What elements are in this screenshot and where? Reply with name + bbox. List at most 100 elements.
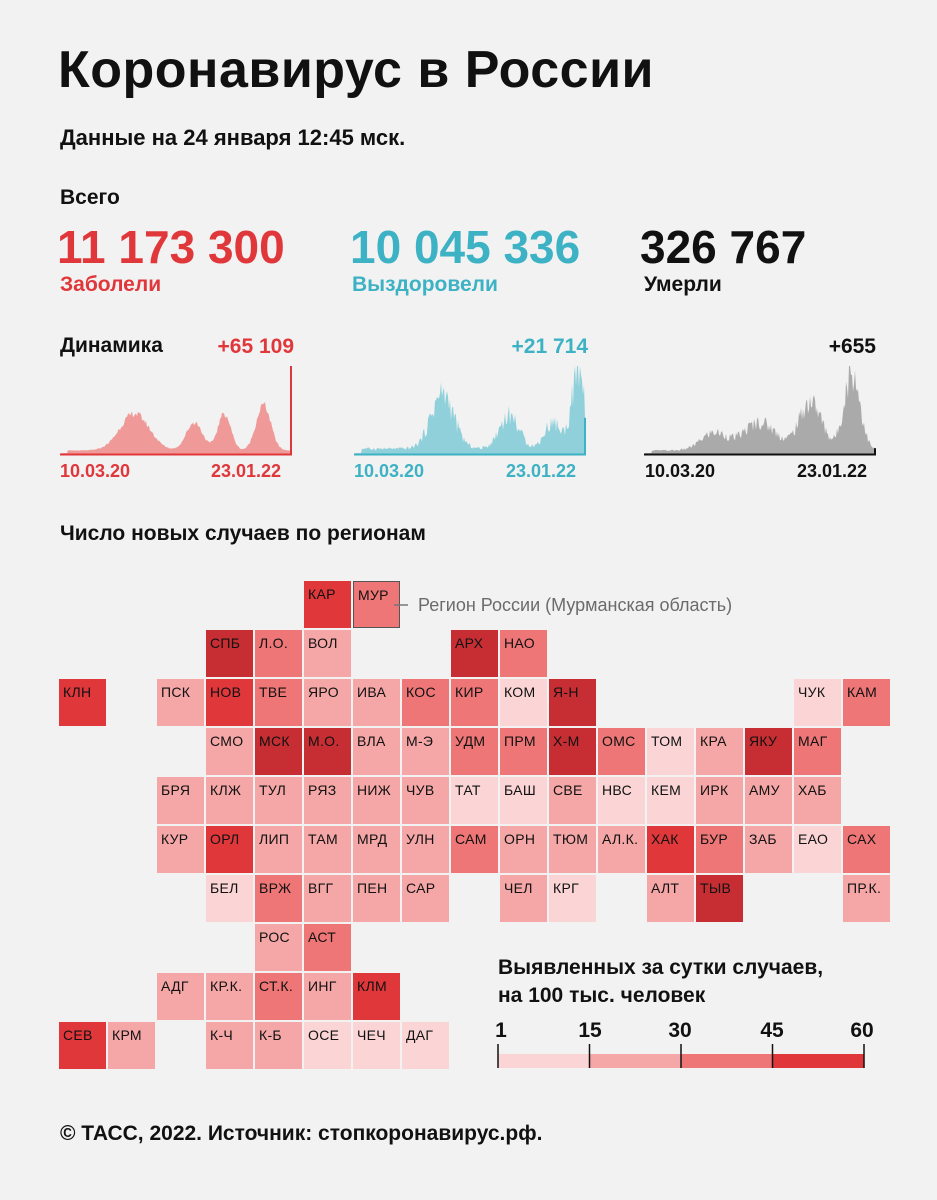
region-tile-ИРК: ИРК [696,777,743,824]
region-tile-БЕЛ: БЕЛ [206,875,253,922]
region-code-label: КРГ [553,880,579,896]
region-tile-ОРН: ОРН [500,826,547,873]
region-code-label: НОВ [210,684,242,700]
region-code-label: САР [406,880,436,896]
region-code-label: КРА [700,733,727,749]
region-code-label: ПРМ [504,733,536,749]
region-tile-АРХ: АРХ [451,630,498,677]
region-code-label: КАР [308,586,336,602]
region-code-label: КЛЖ [210,782,242,798]
region-tile-КРГ: КРГ [549,875,596,922]
region-code-label: Л.О. [259,635,289,651]
region-tile-ОМС: ОМС [598,728,645,775]
region-code-label: КЕМ [651,782,682,798]
region-tile-КЛЖ: КЛЖ [206,777,253,824]
region-code-label: СВЕ [553,782,583,798]
page-title: Коронавирус в России [58,41,655,99]
region-code-label: РЯЗ [308,782,337,798]
region-code-label: Я-Н [553,684,579,700]
region-tile-ИВА: ИВА [353,679,400,726]
region-tile-СПБ: СПБ [206,630,253,677]
deaths-label: Умерли [644,273,722,296]
deaths-total: 326 767 [640,221,807,273]
region-code-label: ЯРО [308,684,339,700]
region-tile-К-Б: К-Б [255,1022,302,1069]
region-tile-СТ.К.: СТ.К. [255,973,302,1020]
region-code-label: ПР.К. [847,880,882,896]
region-tile-АЛТ: АЛТ [647,875,694,922]
region-code-label: КЛМ [357,978,387,994]
region-tile-ЯРО: ЯРО [304,679,351,726]
region-callout: Регион России (Мурманская область) [418,595,733,615]
region-code-label: ИНГ [308,978,337,994]
region-tile-СЕВ: СЕВ [59,1022,106,1069]
region-tile-САХ: САХ [843,826,890,873]
region-tile-ВОЛ: ВОЛ [304,630,351,677]
region-code-label: АСТ [308,929,337,945]
region-tile-ЛИП: ЛИП [255,826,302,873]
region-code-label: ВРЖ [259,880,292,896]
region-code-label: КАМ [847,684,878,700]
recovered-label: Выздоровели [352,273,498,296]
legend-segment-1 [498,1054,590,1068]
region-tile-ВЛА: ВЛА [353,728,400,775]
region-code-label: ЗАБ [749,831,777,847]
region-tile-КРМ: КРМ [108,1022,155,1069]
region-tile-ПЕН: ПЕН [353,875,400,922]
region-code-label: ЛИП [259,831,290,847]
region-tile-САР: САР [402,875,449,922]
date-subtitle: Данные на 24 января 12:45 мск. [60,125,406,150]
cases-sparkline-area [61,366,291,454]
cases-total: 11 173 300 [57,221,285,273]
region-tile-ПРМ: ПРМ [500,728,547,775]
region-tile-КЛН: КЛН [59,679,106,726]
region-tile-БРЯ: БРЯ [157,777,204,824]
dynamics-label: Динамика [60,334,163,357]
region-tile-ЧУВ: ЧУВ [402,777,449,824]
region-tile-ХАК: ХАК [647,826,694,873]
region-code-label: ИРК [700,782,729,798]
region-code-label: ХАК [651,831,679,847]
region-tile-КОМ: КОМ [500,679,547,726]
region-tile-ЧУК: ЧУК [794,679,841,726]
deaths-sparkline-area [645,366,875,454]
region-tile-КАР: КАР [304,581,351,628]
region-code-label: ХАБ [798,782,827,798]
legend-tick-60: 60 [850,1019,874,1042]
region-code-label: ПЕН [357,880,388,896]
region-code-label: САМ [455,831,487,847]
legend-title-line2: на 100 тыс. человек [498,984,706,1007]
legend-title: Выявленных за сутки случаев, на 100 тыс.… [498,954,878,1010]
region-code-label: СТ.К. [259,978,294,994]
region-tile-Л.О.: Л.О. [255,630,302,677]
region-code-label: НАО [504,635,535,651]
region-tile-КОС: КОС [402,679,449,726]
region-tile-К-Ч: К-Ч [206,1022,253,1069]
region-tile-Я-Н: Я-Н [549,679,596,726]
region-tile-БУР: БУР [696,826,743,873]
region-tile-ОРЛ: ОРЛ [206,826,253,873]
region-code-label: БАШ [504,782,536,798]
deaths-sparkline [644,366,876,456]
region-code-label: ДАГ [406,1027,434,1043]
cases-start-date: 10.03.20 [60,461,131,481]
region-tile-ЧЕЛ: ЧЕЛ [500,875,547,922]
region-tile-МАГ: МАГ [794,728,841,775]
region-code-label: АМУ [749,782,780,798]
region-code-label: ТЫВ [700,880,732,896]
recovered-sparkline-area [355,366,585,454]
region-code-label: НВС [602,782,632,798]
region-code-label: ТОМ [651,733,683,749]
region-tile-МУР: МУР [353,581,400,628]
region-code-label: САХ [847,831,877,847]
deaths-end-date: 23.01.22 [797,461,868,481]
region-code-label: ЧУВ [406,782,435,798]
region-code-label: БУР [700,831,728,847]
legend-tick-15: 15 [578,1019,602,1042]
region-tile-КРА: КРА [696,728,743,775]
region-tile-РЯЗ: РЯЗ [304,777,351,824]
totals-label: Всего [60,186,120,209]
region-code-label: БРЯ [161,782,191,798]
region-code-label: ОРЛ [210,831,240,847]
